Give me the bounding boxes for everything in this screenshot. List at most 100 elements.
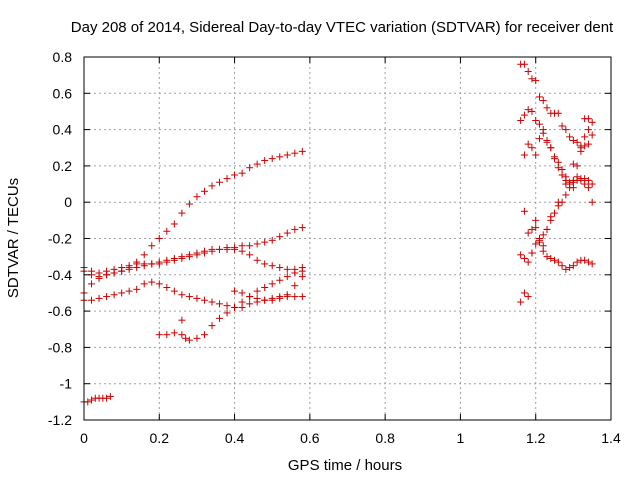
data-point [155,280,163,288]
data-point [298,224,306,232]
data-point [185,336,193,344]
y-tick-label: -1.2 [48,412,72,428]
data-point [155,260,163,268]
data-point [520,254,528,262]
data-point [291,225,299,233]
data-point [261,238,269,246]
data-point [573,138,581,146]
data-point [246,300,254,308]
data-point [554,198,562,206]
data-point [268,236,276,244]
data-point [178,316,186,324]
data-point [148,242,156,250]
data-point [581,142,589,150]
data-point [103,271,111,279]
data-point [261,156,269,164]
data-point [133,264,141,272]
data-point [528,249,536,257]
data-point [535,135,543,143]
x-tick-label: 1.4 [601,430,621,446]
data-point [238,169,246,177]
data-point [185,253,193,261]
data-point [566,264,574,272]
data-point [588,118,596,126]
data-point [140,280,148,288]
data-point [140,251,148,259]
data-point [524,140,532,148]
data-point [185,293,193,301]
x-tick-label: 0.6 [300,430,320,446]
data-point [573,258,581,266]
x-tick-label: 0.8 [375,430,395,446]
data-point [532,240,540,248]
data-point [283,151,291,159]
data-point [562,126,570,134]
y-tick-label: -0.4 [48,267,72,283]
series-track-f [80,392,114,406]
data-point [543,225,551,233]
data-point [246,242,254,250]
data-point [584,140,592,148]
data-point [193,251,201,259]
data-point [155,331,163,339]
data-point [103,394,111,402]
data-point [524,106,532,114]
data-point [163,258,171,266]
data-point [125,287,133,295]
data-point [577,144,585,152]
data-point [216,314,224,322]
data-point [588,260,596,268]
data-points [80,60,596,406]
data-point [268,296,276,304]
data-point [268,262,276,270]
data-point [253,240,261,248]
data-point [588,198,596,206]
data-point [178,254,186,262]
data-point [551,209,559,217]
data-point [106,392,114,400]
data-point [178,331,186,339]
data-point [551,153,559,161]
data-point [535,120,543,128]
data-point [520,111,528,119]
data-point [133,285,141,293]
data-point [581,256,589,264]
data-point [528,144,536,152]
x-tick-label: 0.4 [225,430,245,446]
data-point [539,231,547,239]
data-point [231,287,239,295]
data-point [283,273,291,281]
data-point [517,298,525,306]
data-point [200,296,208,304]
data-point [562,180,570,188]
data-point [562,173,570,181]
data-point [223,245,231,253]
data-point [182,334,190,342]
data-point [573,173,581,181]
data-point [524,258,532,266]
data-point [566,133,574,141]
data-point [283,291,291,299]
x-tick-label: 1.2 [526,430,546,446]
data-point [291,269,299,277]
data-point [520,151,528,159]
data-point [276,276,284,284]
data-point [554,158,562,166]
x-tick-label: 0 [80,430,88,446]
data-point [547,254,555,262]
data-point [517,117,525,125]
data-point [148,278,156,286]
data-point [170,329,178,337]
data-point [268,280,276,288]
data-point [103,293,111,301]
data-point [562,191,570,199]
data-point [543,253,551,261]
data-point [216,245,224,253]
data-point [569,176,577,184]
y-tick-label: 0 [64,194,72,210]
data-point [253,287,261,295]
data-point [268,155,276,163]
data-point [95,273,103,281]
data-point [276,264,284,272]
data-point [539,242,547,250]
